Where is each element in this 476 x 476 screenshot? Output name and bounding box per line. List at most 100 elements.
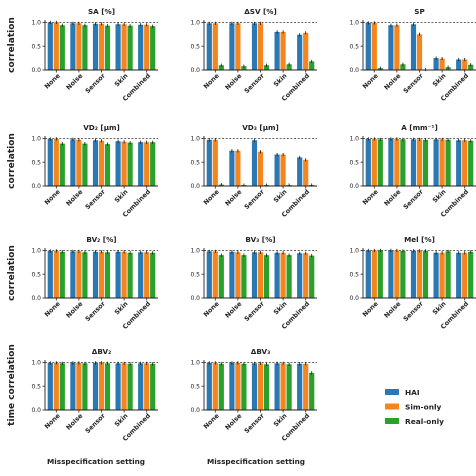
bar-real-only-skin — [127, 252, 133, 298]
bar-hai-sensor — [410, 139, 417, 186]
panel-title: BV₃ [%] — [245, 235, 275, 244]
y-tick-label: 0.0 — [349, 183, 359, 190]
bar-sim-only-noise — [235, 150, 241, 186]
bar-real-only-noise — [241, 66, 247, 70]
category-label: None — [43, 299, 62, 318]
category-label: Sensor — [243, 299, 267, 323]
bar-sim-only-none — [212, 362, 218, 410]
bar-real-only-noise — [82, 252, 88, 298]
bar-hai-none — [365, 138, 371, 186]
category-label: None — [202, 411, 221, 430]
bar-hai-skin — [274, 252, 280, 298]
bar-sim-only-sensor — [416, 139, 423, 186]
bar-sim-only-noise — [235, 362, 241, 410]
bar-sim-only-skin — [439, 139, 445, 186]
bar-real-only-combined — [150, 26, 156, 70]
bar-hai-noise — [388, 25, 394, 70]
bar-real-only-combined — [309, 372, 315, 410]
bar-hai-combined — [297, 157, 303, 186]
bar-real-only-skin — [286, 255, 292, 298]
x-axis-label-left: Misspecification setting — [47, 457, 145, 466]
bar-real-only-sensor — [263, 65, 270, 70]
category-label: Skin — [113, 187, 130, 204]
category-label: None — [202, 71, 221, 90]
category-label: None — [361, 187, 380, 206]
bar-real-only-none — [59, 363, 65, 410]
bar-hai-none — [206, 23, 212, 70]
bar-sim-only-none — [371, 22, 377, 70]
row-labels: correlation correlation correlation time co… — [7, 17, 17, 426]
category-label: None — [361, 299, 380, 318]
x-axis-label-right: Misspecification setting — [207, 457, 305, 466]
bar-hai-noise — [70, 251, 76, 298]
y-tick-label: 0.5 — [190, 43, 200, 50]
category-label: Sensor — [402, 71, 426, 95]
bar-sim-only-noise — [76, 23, 82, 70]
bar-real-only-noise — [241, 255, 247, 298]
bar-hai-sensor — [92, 362, 99, 410]
y-tick-label: 0.0 — [31, 67, 41, 74]
y-tick-label: 1.0 — [31, 135, 41, 142]
bar-hai-noise — [229, 251, 235, 298]
bar-real-only-skin — [127, 363, 133, 410]
bar-sim-only-skin — [121, 251, 127, 298]
bar-sim-only-skin — [280, 154, 286, 186]
category-label: None — [43, 411, 62, 430]
bar-sim-only-sensor — [257, 252, 264, 298]
y-tick-label: 1.0 — [190, 135, 200, 142]
bar-hai-combined — [138, 252, 144, 298]
panel-title: VD₃ [μm] — [242, 123, 279, 132]
category-label: Skin — [272, 411, 289, 428]
bar-sim-only-combined — [303, 253, 309, 298]
y-tick-label: 0.0 — [349, 295, 359, 302]
bar-real-only-sensor — [104, 252, 111, 298]
bar-real-only-skin — [286, 64, 292, 70]
bar-sim-only-noise — [235, 252, 241, 298]
bar-real-only-noise — [82, 25, 88, 70]
category-label: Skin — [272, 187, 289, 204]
panel-title: BV₂ [%] — [86, 235, 116, 244]
category-label: Skin — [113, 71, 130, 88]
bar-real-only-sensor — [263, 364, 270, 410]
bar-sim-only-noise — [394, 250, 400, 298]
y-tick-label: 0.0 — [349, 67, 359, 74]
bar-sim-only-skin — [280, 252, 286, 298]
bar-sim-only-combined — [144, 363, 150, 410]
bar-hai-skin — [115, 251, 121, 298]
bar-hai-sensor — [92, 140, 99, 186]
bar-real-only-noise — [82, 143, 88, 186]
y-tick-label: 0.0 — [31, 183, 41, 190]
bar-hai-combined — [297, 363, 303, 410]
bar-hai-skin — [433, 58, 439, 70]
category-label: None — [43, 187, 62, 206]
bar-hai-none — [47, 250, 53, 298]
y-tick-label: 1.0 — [349, 247, 359, 254]
bar-sim-only-combined — [144, 252, 150, 298]
bar-real-only-sensor — [104, 144, 111, 186]
bar-hai-noise — [70, 362, 76, 410]
bar-hai-none — [47, 138, 53, 186]
category-label: Noise — [223, 299, 243, 319]
category-label: Noise — [223, 71, 243, 91]
category-label: Skin — [272, 299, 289, 316]
bar-sim-only-skin — [121, 24, 127, 71]
bar-hai-none — [365, 22, 371, 70]
panel-title: SP — [414, 7, 424, 16]
y-tick-label: 0.0 — [31, 407, 41, 414]
panel-title: VD₂ [μm] — [83, 123, 120, 132]
bar-hai-noise — [229, 362, 235, 410]
bar-hai-noise — [388, 250, 394, 298]
category-label: Skin — [431, 71, 448, 88]
y-tick-label: 1.0 — [31, 19, 41, 26]
category-label: Skin — [272, 71, 289, 88]
bar-hai-combined — [297, 253, 303, 298]
bar-hai-sensor — [251, 140, 258, 186]
bar-hai-noise — [229, 23, 235, 70]
bar-sim-only-none — [53, 362, 59, 410]
